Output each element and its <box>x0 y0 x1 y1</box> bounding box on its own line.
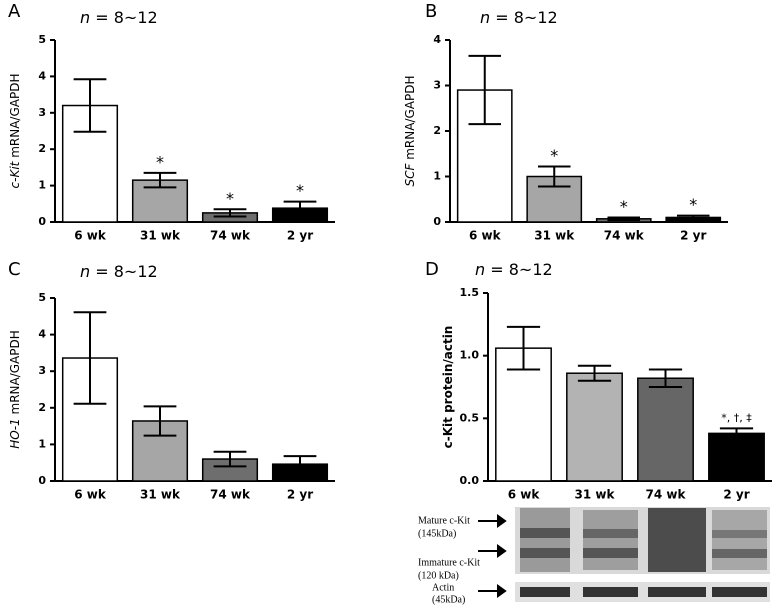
y-tick-label: 1 <box>38 437 46 450</box>
error-bar <box>719 427 754 440</box>
y-tick-label: 0 <box>38 474 46 487</box>
x-tick-label: 2 yr <box>680 229 706 243</box>
n-symbol: n <box>80 262 90 281</box>
y-tick-label: 0.0 <box>460 474 480 487</box>
significance-label: * <box>156 152 164 171</box>
error-bar <box>143 405 177 437</box>
x-tick-label: 74 wk <box>210 488 251 502</box>
error-bar <box>283 200 317 216</box>
n-value: = 8~12 <box>490 260 552 279</box>
y-tick-label: 5 <box>38 291 46 304</box>
x-tick-label: 31 wk <box>140 488 181 502</box>
y-tick-label: 3 <box>38 106 46 119</box>
y-axis-label: HO-1 mRNA/GAPDH <box>8 330 22 449</box>
panel-letter: D <box>425 259 439 280</box>
error-bar <box>506 325 541 371</box>
y-axis-text: mRNA/GAPDH <box>403 76 417 160</box>
x-tick-label: 6 wk <box>508 488 541 502</box>
y-tick-label: 4 <box>433 33 441 46</box>
bar <box>637 377 694 482</box>
error-bar <box>577 364 612 382</box>
n-symbol: n <box>475 260 485 279</box>
error-bar <box>648 368 683 388</box>
x-tick-label: 31 wk <box>575 488 616 502</box>
panel-letter: C <box>8 259 21 280</box>
y-axis-text: mRNA/GAPDH <box>8 330 22 414</box>
n-label: n = 8~12 <box>80 8 158 27</box>
blot-label: (45kDa) <box>432 594 465 605</box>
x-tick-label: 6 wk <box>74 229 107 243</box>
y-tick-label: 2 <box>38 401 46 414</box>
y-tick-label: 2 <box>38 142 46 155</box>
n-label: n = 8~12 <box>80 262 158 281</box>
y-axis-label: SCF mRNA/GAPDH <box>403 76 417 187</box>
panel-letter: B <box>425 1 437 22</box>
significance-label: * <box>226 189 234 208</box>
error-bar <box>283 455 317 474</box>
western-blot <box>478 507 770 602</box>
x-tick-label: 6 wk <box>74 488 107 502</box>
y-tick-label: 5 <box>38 33 46 46</box>
x-tick-label: 2 yr <box>287 488 313 502</box>
x-tick-label: 31 wk <box>534 229 575 243</box>
y-axis-text: mRNA/GAPDH <box>8 74 22 158</box>
x-tick-label: 74 wk <box>210 229 251 243</box>
y-axis-gene: SCF <box>403 163 417 187</box>
x-tick-label: 2 yr <box>287 229 313 243</box>
y-tick-label: 3 <box>38 364 46 377</box>
x-tick-label: 74 wk <box>646 488 687 502</box>
significance-label: * <box>620 197 628 216</box>
n-label: n = 8~12 <box>480 8 558 27</box>
panel-letter: A <box>8 1 21 22</box>
bar <box>566 372 623 482</box>
y-axis-text: c-Kit protein/actin <box>441 326 455 449</box>
x-tick-label: 6 wk <box>469 229 502 243</box>
n-value: = 8~12 <box>95 8 157 27</box>
y-tick-label: 1 <box>38 179 46 192</box>
y-tick-label: 4 <box>38 69 46 82</box>
y-tick-label: 3 <box>433 79 441 92</box>
y-tick-label: 1.0 <box>460 349 480 362</box>
y-axis-gene: c-Kit <box>8 160 22 188</box>
blot-label: (145kDa) <box>418 528 456 539</box>
y-tick-label: 4 <box>38 328 46 341</box>
blot-label: Mature c-Kit <box>418 515 470 526</box>
y-axis-label: c-Kit mRNA/GAPDH <box>8 74 22 189</box>
bar <box>708 432 765 482</box>
n-symbol: n <box>480 8 490 27</box>
blot-label: (120 kDa) <box>418 570 459 581</box>
error-bar <box>468 54 502 126</box>
error-bar <box>73 311 107 405</box>
y-tick-label: 0 <box>38 215 46 228</box>
significance-label: *, †, ‡ <box>721 411 752 424</box>
error-bar <box>213 208 247 218</box>
y-tick-label: 1.5 <box>460 286 480 299</box>
error-bar <box>676 214 710 221</box>
n-label: n = 8~12 <box>475 260 553 279</box>
error-bar <box>143 171 177 189</box>
n-value: = 8~12 <box>495 8 557 27</box>
y-tick-label: 0 <box>433 215 441 228</box>
n-symbol: n <box>80 8 90 27</box>
x-tick-label: 31 wk <box>140 229 181 243</box>
y-tick-label: 1 <box>433 170 441 183</box>
error-bar <box>537 165 571 188</box>
x-tick-label: 74 wk <box>604 229 645 243</box>
x-tick-label: 2 yr <box>723 488 749 502</box>
y-axis-label: c-Kit protein/actin <box>441 326 455 449</box>
significance-label: * <box>550 146 558 165</box>
significance-label: * <box>296 181 304 200</box>
error-bar <box>73 78 107 133</box>
error-bar <box>213 450 247 468</box>
y-tick-label: 2 <box>433 124 441 137</box>
y-tick-label: 0.5 <box>460 411 480 424</box>
blot-label: Immature c-Kit <box>418 557 480 568</box>
significance-label: * <box>689 195 697 214</box>
error-bar <box>607 216 641 222</box>
n-value: = 8~12 <box>95 262 157 281</box>
y-axis-gene: HO-1 <box>8 418 22 448</box>
blot-label: Actin <box>432 582 454 593</box>
